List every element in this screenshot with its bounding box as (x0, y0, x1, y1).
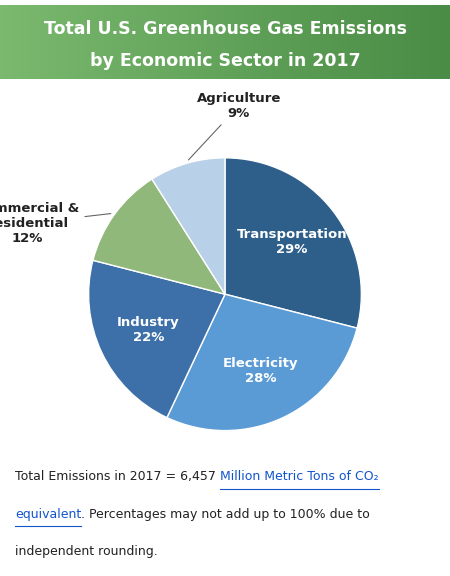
Wedge shape (152, 158, 225, 294)
Text: by Economic Sector in 2017: by Economic Sector in 2017 (90, 52, 360, 70)
Text: Commercial &
Residential
12%: Commercial & Residential 12% (0, 202, 111, 245)
Text: Total U.S. Greenhouse Gas Emissions: Total U.S. Greenhouse Gas Emissions (44, 20, 406, 37)
Text: Million Metric Tons of CO₂: Million Metric Tons of CO₂ (220, 471, 378, 483)
Text: Industry
22%: Industry 22% (117, 316, 180, 344)
Text: Total Emissions in 2017 = 6,457: Total Emissions in 2017 = 6,457 (15, 471, 220, 483)
Text: Electricity
28%: Electricity 28% (223, 357, 299, 385)
Wedge shape (225, 158, 361, 328)
Text: Agriculture
9%: Agriculture 9% (189, 92, 281, 160)
Text: Transportation
29%: Transportation 29% (237, 228, 347, 256)
Wedge shape (89, 260, 225, 418)
Text: . Percentages may not add up to 100% due to: . Percentages may not add up to 100% due… (81, 507, 370, 521)
Text: independent rounding.: independent rounding. (15, 545, 158, 558)
Text: equivalent: equivalent (15, 507, 81, 521)
Wedge shape (93, 179, 225, 294)
Wedge shape (167, 294, 357, 431)
